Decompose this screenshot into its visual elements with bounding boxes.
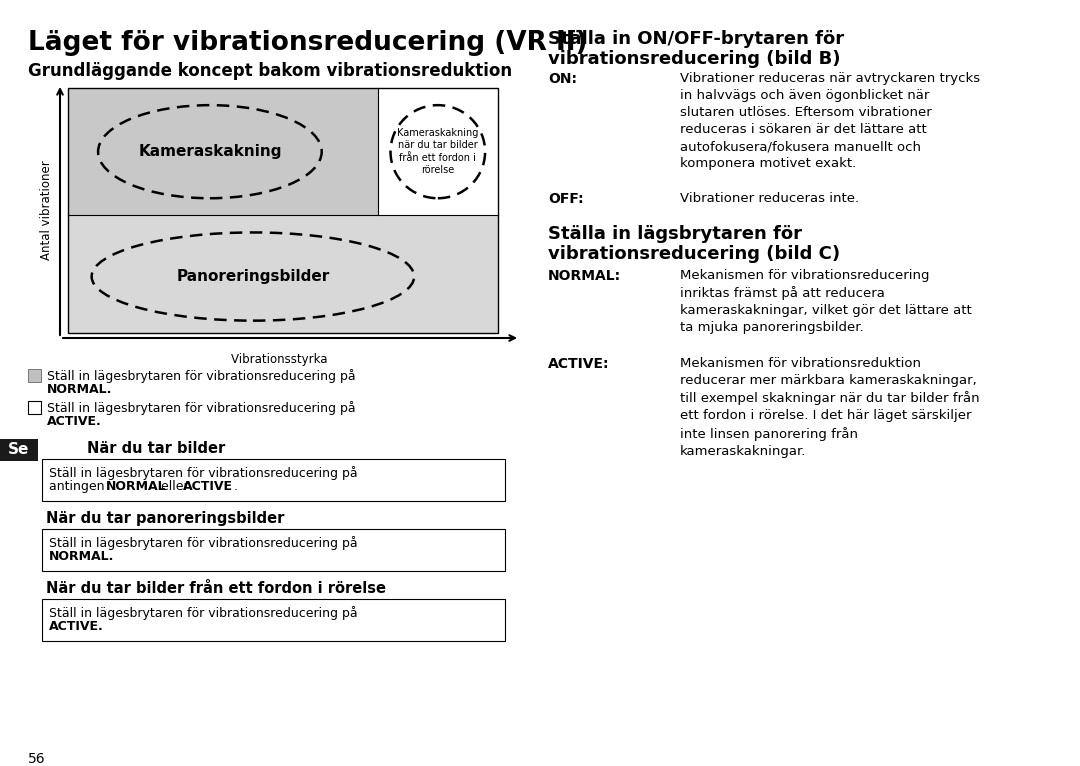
Text: OFF:: OFF:	[548, 192, 583, 206]
Bar	[68, 88, 498, 333]
Text: Se: Se	[9, 443, 29, 457]
Text: När du tar bilder: När du tar bilder	[87, 441, 226, 456]
Text: NORMAL: NORMAL	[106, 480, 166, 493]
Bar	[68, 88, 378, 215]
Bar	[42, 599, 505, 641]
Text: Ställa in ON/OFF-brytaren för: Ställa in ON/OFF-brytaren för	[548, 30, 845, 48]
Text: Kameraskakning
när du tar bilder
från ett fordon i
rörelse: Kameraskakning när du tar bilder från et…	[397, 128, 478, 175]
Text: ACTIVE: ACTIVE	[183, 480, 233, 493]
Text: Ställ in lägesbrytaren för vibrationsreducering på: Ställ in lägesbrytaren för vibrationsred…	[48, 369, 355, 383]
Text: Vibrationer reduceras inte.: Vibrationer reduceras inte.	[680, 192, 859, 205]
Text: NORMAL:: NORMAL:	[548, 269, 621, 283]
Text: Läget för vibrationsreducering (VR II): Läget för vibrationsreducering (VR II)	[28, 30, 588, 56]
Text: Ställ in lägesbrytaren för vibrationsreducering på: Ställ in lägesbrytaren för vibrationsred…	[49, 536, 357, 550]
Text: Ställ in lägesbrytaren för vibrationsreducering på: Ställ in lägesbrytaren för vibrationsred…	[49, 466, 357, 480]
Text: Panoreringsbilder: Panoreringsbilder	[176, 269, 329, 284]
Bar	[42, 459, 505, 501]
Ellipse shape	[391, 105, 485, 198]
Text: ACTIVE:: ACTIVE:	[548, 357, 609, 371]
Bar	[68, 88, 498, 333]
Text: ACTIVE.: ACTIVE.	[49, 620, 104, 633]
Text: .: .	[234, 480, 238, 493]
Text: Vibrationsstyrka: Vibrationsstyrka	[231, 353, 339, 366]
Text: ACTIVE.: ACTIVE.	[48, 415, 102, 428]
Text: Mekanismen för vibrationsreduktion
reducerar mer märkbara kameraskakningar,
till: Mekanismen för vibrationsreduktion reduc…	[680, 357, 980, 458]
Bar	[0, 439, 38, 461]
Text: Kameraskakning: Kameraskakning	[138, 144, 282, 159]
Text: ON:: ON:	[548, 72, 577, 86]
Text: 56: 56	[28, 752, 45, 766]
Bar	[42, 529, 505, 571]
Text: NORMAL.: NORMAL.	[49, 550, 114, 563]
Bar	[378, 88, 498, 215]
Text: När du tar panoreringsbilder: När du tar panoreringsbilder	[46, 511, 284, 526]
Text: Ställ in lägesbrytaren för vibrationsreducering på: Ställ in lägesbrytaren för vibrationsred…	[49, 606, 357, 620]
Text: Mekanismen för vibrationsreducering
inriktas främst på att reducera
kameraskakni: Mekanismen för vibrationsreducering inri…	[680, 269, 972, 334]
Text: NORMAL.: NORMAL.	[48, 383, 112, 396]
Text: Antal vibrationer: Antal vibrationer	[40, 161, 53, 260]
Text: Vibrationer reduceras när avtryckaren trycks
in halvvägs och även ögonblicket nä: Vibrationer reduceras när avtryckaren tr…	[680, 72, 981, 170]
Text: vibrationsreducering (bild C): vibrationsreducering (bild C)	[548, 245, 840, 263]
Text: vibrationsreducering (bild B): vibrationsreducering (bild B)	[548, 50, 840, 68]
Text: eller: eller	[157, 480, 192, 493]
Text: När du tar bilder från ett fordon i rörelse: När du tar bilder från ett fordon i röre…	[46, 581, 386, 596]
Text: antingen: antingen	[49, 480, 108, 493]
Text: Ställ in lägesbrytaren för vibrationsreducering på: Ställ in lägesbrytaren för vibrationsred…	[48, 401, 355, 415]
Text: Grundläggande koncept bakom vibrationsreduktion: Grundläggande koncept bakom vibrationsre…	[28, 62, 512, 80]
Text: Ställa in lägsbrytaren för: Ställa in lägsbrytaren för	[548, 225, 802, 243]
Bar	[28, 401, 41, 414]
Bar	[28, 369, 41, 382]
